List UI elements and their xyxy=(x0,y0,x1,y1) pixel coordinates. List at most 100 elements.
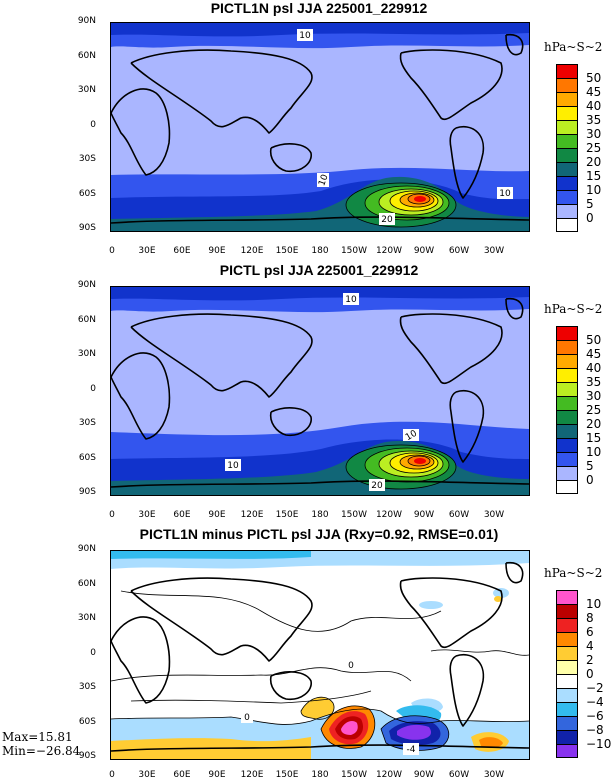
lat-tick: 90S xyxy=(78,751,96,761)
lon-tick: 60W xyxy=(448,770,470,780)
units-label: hPa~S~2 xyxy=(544,40,603,54)
colorbar-swatch xyxy=(556,396,578,410)
colorbar-swatch xyxy=(556,218,578,232)
lon-tick: 120W xyxy=(375,770,403,780)
colorbar-swatch xyxy=(556,382,578,396)
colorbar-swatch xyxy=(556,326,578,340)
lat-tick: 30N xyxy=(77,85,96,95)
lon-tick: 90W xyxy=(413,510,435,520)
colorbar-swatch xyxy=(556,646,578,660)
colorbar xyxy=(556,326,578,494)
colorbar-swatch xyxy=(556,92,578,106)
lat-tick: 60N xyxy=(77,315,96,325)
colorbar-label: 2 xyxy=(586,653,594,667)
colorbar-label: 25 xyxy=(586,141,602,155)
colorbar-label: 10 xyxy=(586,445,602,459)
lon-tick: 60W xyxy=(448,246,470,256)
colorbar-swatch xyxy=(556,730,578,744)
contour-label: 0 xyxy=(244,713,250,723)
lon-tick: 30W xyxy=(483,510,505,520)
panel-title: PICTL psl JJA 225001_229912 xyxy=(219,262,419,278)
colorbar-swatch xyxy=(556,134,578,148)
colorbar-swatch xyxy=(556,204,578,218)
contour-label: 10 xyxy=(345,295,357,305)
units-label: hPa~S~2 xyxy=(544,302,603,316)
units-label: hPa~S~2 xyxy=(544,566,603,580)
colorbar xyxy=(556,64,578,232)
lat-tick: 60N xyxy=(77,51,96,61)
lon-tick: 150W xyxy=(340,246,368,256)
lat-tick: 0 xyxy=(90,384,96,394)
lon-tick: 120W xyxy=(375,246,403,256)
map-plot: 10 10 10 20 xyxy=(110,22,530,232)
colorbar-label: 45 xyxy=(586,85,602,99)
colorbar-swatch xyxy=(556,590,578,604)
lon-tick: 30W xyxy=(483,246,505,256)
colorbar-swatch xyxy=(556,744,578,758)
colorbar-swatch xyxy=(556,632,578,646)
lon-tick: 120E xyxy=(240,246,264,256)
colorbar-swatch xyxy=(556,466,578,480)
colorbar-swatch xyxy=(556,674,578,688)
colorbar-swatch xyxy=(556,438,578,452)
lat-tick: 30S xyxy=(78,418,96,428)
lon-tick: 60E xyxy=(173,246,191,256)
panel-title: PICTL1N minus PICTL psl JJA (Rxy=0.92, R… xyxy=(139,526,499,542)
colorbar-label: 45 xyxy=(586,347,602,361)
colorbar-label: 10 xyxy=(586,597,602,611)
lat-tick: 60S xyxy=(78,189,96,199)
colorbar-label: 40 xyxy=(586,361,602,375)
lat-tick: 90S xyxy=(78,487,96,497)
colorbar-label: 20 xyxy=(586,417,602,431)
lon-tick: 30E xyxy=(138,246,156,256)
colorbar-label: 6 xyxy=(586,625,594,639)
colorbar-label: 30 xyxy=(586,389,602,403)
lon-tick: 90E xyxy=(208,510,226,520)
lon-tick: 180 xyxy=(311,770,329,780)
colorbar-label: −10 xyxy=(586,737,612,751)
min-value-label: Min=−26.84 xyxy=(2,744,81,758)
map-field: 10 10 10 20 xyxy=(111,287,529,495)
lon-tick: 30E xyxy=(138,510,156,520)
contour-label: -4 xyxy=(407,745,416,755)
max-min-stats: Max=15.81 Min=−26.84 xyxy=(2,730,80,758)
colorbar-swatch xyxy=(556,78,578,92)
lon-tick: 90E xyxy=(208,770,226,780)
lon-tick: 0 xyxy=(109,510,115,520)
colorbar-swatch xyxy=(556,604,578,618)
lat-tick: 0 xyxy=(90,120,96,130)
colorbar-label: 50 xyxy=(586,71,602,85)
lon-tick: 90W xyxy=(413,246,435,256)
colorbar-swatch xyxy=(556,120,578,134)
lon-tick: 120W xyxy=(375,510,403,520)
colorbar-label: 15 xyxy=(586,431,602,445)
colorbar-swatch xyxy=(556,368,578,382)
colorbar-label: 35 xyxy=(586,113,602,127)
max-value-label: Max=15.81 xyxy=(2,730,73,744)
map-field: 0 0 -4 xyxy=(111,551,529,759)
lon-tick: 150E xyxy=(275,510,299,520)
colorbar-label: 8 xyxy=(586,611,594,625)
contour-label: 10 xyxy=(499,189,511,199)
colorbar-label: −2 xyxy=(586,681,604,695)
lat-tick: 90N xyxy=(77,280,96,290)
lat-tick: 90N xyxy=(77,16,96,26)
colorbar-label: 4 xyxy=(586,639,594,653)
colorbar-label: 15 xyxy=(586,169,602,183)
colorbar-label: 25 xyxy=(586,403,602,417)
colorbar-swatch xyxy=(556,660,578,674)
colorbar-swatch xyxy=(556,618,578,632)
lon-tick: 180 xyxy=(311,246,329,256)
lon-tick: 60W xyxy=(448,510,470,520)
colorbar-swatch xyxy=(556,702,578,716)
lat-tick: 30N xyxy=(77,613,96,623)
colorbar-swatch xyxy=(556,190,578,204)
lon-tick: 180 xyxy=(311,510,329,520)
lon-tick: 150E xyxy=(275,246,299,256)
colorbar-swatch xyxy=(556,452,578,466)
colorbar-label: 50 xyxy=(586,333,602,347)
lon-tick: 90E xyxy=(208,246,226,256)
lat-tick: 60S xyxy=(78,453,96,463)
colorbar-swatch xyxy=(556,688,578,702)
colorbar-swatch xyxy=(556,716,578,730)
